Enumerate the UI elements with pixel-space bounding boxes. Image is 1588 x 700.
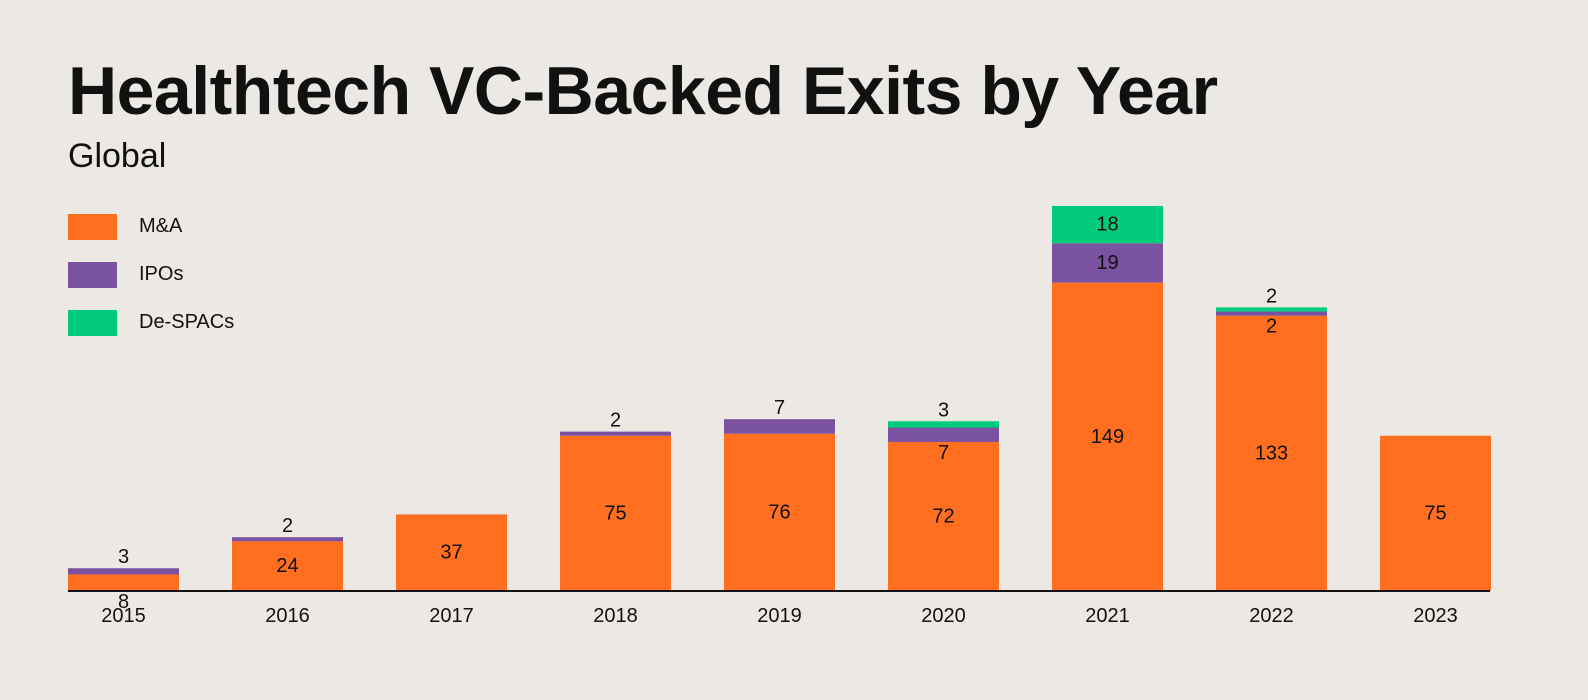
value-label-ipos-2019: 7 <box>774 397 785 419</box>
value-label-ma-2019: 76 <box>768 501 790 523</box>
value-label-despacs-2021: 18 <box>1096 214 1118 236</box>
x-tick-label-2019: 2019 <box>757 605 802 627</box>
bar-ma-2017 <box>396 514 507 591</box>
x-tick-label-2017: 2017 <box>429 605 474 627</box>
bar-ma-2015 <box>68 574 179 591</box>
value-label-ipos-2020: 7 <box>938 442 949 464</box>
value-label-ma-2022: 133 <box>1255 442 1288 464</box>
x-tick-label-2022: 2022 <box>1249 605 1294 627</box>
chart-title: Healthtech VC-Backed Exits by Year <box>68 53 1218 129</box>
bar-ma-2021 <box>1052 282 1163 591</box>
bar-ipos-2019 <box>724 419 835 434</box>
value-label-ipos-2015: 3 <box>118 546 129 568</box>
bar-ipos-2022 <box>1216 311 1327 316</box>
x-tick-label-2018: 2018 <box>593 605 638 627</box>
value-label-despacs-2022: 2 <box>1266 285 1277 307</box>
bar-ipos-2018 <box>560 431 671 436</box>
bar-ipos-2015 <box>68 568 179 575</box>
value-label-ma-2016: 24 <box>276 555 298 577</box>
bar-ma-2020 <box>888 441 999 591</box>
bar-ma-2023 <box>1380 435 1491 591</box>
x-tick-label-2020: 2020 <box>921 605 966 627</box>
bar-ma-2016 <box>232 541 343 591</box>
value-label-despacs-2020: 3 <box>938 399 949 421</box>
legend-swatch-despacs <box>68 310 117 336</box>
value-label-ma-2021: 149 <box>1091 426 1124 448</box>
value-label-ma-2015: 8 <box>118 591 129 613</box>
value-label-ipos-2021: 19 <box>1096 252 1118 274</box>
bar-ma-2022 <box>1216 315 1327 591</box>
value-label-ipos-2018: 2 <box>610 410 621 432</box>
bar-ipos-2016 <box>232 537 343 542</box>
x-tick-label-2016: 2016 <box>265 605 310 627</box>
chart-subtitle: Global <box>68 137 167 175</box>
x-tick-label-2015: 2015 <box>101 605 146 627</box>
value-label-ma-2017: 37 <box>440 542 462 564</box>
value-label-ipos-2016: 2 <box>282 515 293 537</box>
bar-despacs-2021 <box>1052 205 1163 244</box>
value-label-ma-2023: 75 <box>1424 502 1446 524</box>
legend-label-ipos: IPOs <box>139 263 184 285</box>
value-label-ma-2018: 75 <box>604 502 626 524</box>
bar-ipos-2020 <box>888 427 999 442</box>
value-label-ipos-2022: 2 <box>1266 316 1277 338</box>
bar-despacs-2020 <box>888 421 999 428</box>
legend-label-despacs: De-SPACs <box>139 311 235 333</box>
bar-despacs-2022 <box>1216 307 1327 312</box>
legend-swatch-ma <box>68 214 117 240</box>
x-tick-label-2021: 2021 <box>1085 605 1130 627</box>
value-label-ma-2020: 72 <box>932 505 954 527</box>
legend-swatch-ipos <box>68 262 117 288</box>
bar-ma-2018 <box>560 435 671 591</box>
x-tick-label-2023: 2023 <box>1413 605 1458 627</box>
bar-ipos-2021 <box>1052 243 1163 283</box>
bar-ma-2019 <box>724 433 835 591</box>
legend-label-ma: M&A <box>139 215 183 237</box>
